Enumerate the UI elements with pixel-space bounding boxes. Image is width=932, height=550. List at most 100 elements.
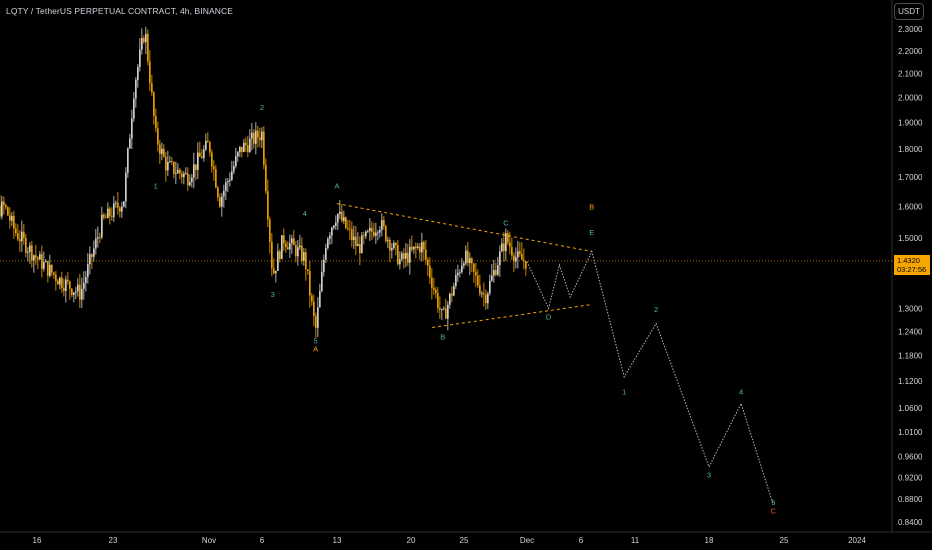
candle-body	[187, 173, 189, 186]
candle-body	[415, 246, 417, 248]
candle-body	[301, 245, 303, 261]
candle-body	[87, 264, 89, 278]
candle-body	[405, 252, 407, 259]
candle-body	[189, 182, 191, 186]
candle-body	[525, 261, 527, 269]
candle-body	[33, 255, 35, 261]
candle-body	[459, 272, 461, 273]
candle-body	[7, 207, 9, 216]
candle-body	[229, 179, 231, 182]
wave-label: 5	[771, 498, 775, 507]
candle-body	[259, 137, 261, 141]
candle-body	[285, 243, 287, 248]
candle-body	[337, 214, 339, 223]
current-price-tag: 1.4320 03:27:56	[894, 255, 930, 275]
candle-body	[131, 118, 133, 139]
candle-body	[335, 222, 337, 226]
candle-body	[481, 293, 483, 295]
candle-body	[167, 162, 169, 171]
price-axis-tick: 1.2400	[898, 327, 923, 336]
time-axis-tick: 18	[705, 536, 714, 545]
candle-body	[327, 238, 329, 248]
candle-body	[17, 233, 19, 240]
candle-body	[127, 148, 129, 173]
candle-body	[95, 238, 97, 249]
candle-body	[69, 281, 71, 289]
candle-body	[267, 191, 269, 220]
price-axis-tick: 2.0000	[898, 93, 923, 102]
time-axis-tick: 13	[333, 536, 342, 545]
candle-body	[143, 38, 145, 43]
wave-label: A	[313, 345, 318, 354]
candle-body	[403, 253, 405, 259]
candle-body	[307, 269, 309, 272]
candle-body	[171, 161, 173, 163]
candle-body	[195, 164, 197, 170]
candle-body	[183, 173, 185, 178]
candle-body	[417, 246, 419, 248]
price-axis-tick: 1.5000	[898, 234, 923, 243]
candle-body	[81, 288, 83, 300]
candle-body	[237, 152, 239, 157]
candle-body	[453, 286, 455, 296]
price-axis-tick: 0.9600	[898, 453, 923, 462]
time-axis-tick: 6	[260, 536, 265, 545]
candle-body	[367, 231, 369, 232]
candle-body	[57, 280, 59, 285]
candle-body	[461, 265, 463, 273]
candle-body	[161, 148, 163, 154]
currency-button[interactable]: USDT	[894, 3, 924, 20]
candle-body	[245, 142, 247, 146]
wave-label: B	[440, 332, 445, 341]
candle-body	[351, 229, 353, 241]
time-axis-tick: 25	[780, 536, 789, 545]
candle-body	[107, 208, 109, 218]
candle-body	[39, 254, 41, 260]
candle-body	[485, 294, 487, 304]
candle-body	[513, 255, 515, 262]
candle-body	[129, 138, 131, 149]
wave-label: A	[334, 182, 339, 191]
candle-body	[503, 243, 505, 252]
candle-body	[497, 265, 499, 275]
wave-label: 2	[260, 103, 264, 112]
candle-body	[239, 146, 241, 153]
candle-body	[309, 271, 311, 296]
time-axis-tick: 20	[407, 536, 416, 545]
candle-body	[469, 258, 471, 263]
candle-body	[407, 252, 409, 263]
candle-body	[339, 211, 341, 215]
candle-body	[21, 231, 23, 242]
candle-body	[283, 235, 285, 244]
candle-body	[151, 83, 153, 93]
candle-body	[465, 250, 467, 264]
wave-label: C	[503, 218, 509, 227]
candle-body	[451, 293, 453, 296]
candle-body	[329, 235, 331, 239]
candle-body	[509, 242, 511, 247]
candle-body	[213, 166, 215, 170]
candle-body	[173, 161, 175, 174]
candle-body	[389, 239, 391, 251]
wave-label: 5	[313, 336, 317, 345]
candle-body	[109, 208, 111, 217]
candle-body	[149, 61, 151, 84]
candle-body	[3, 201, 5, 206]
time-axis-tick: Nov	[202, 536, 216, 545]
candle-body	[247, 145, 249, 152]
wave-label: B	[589, 203, 594, 212]
candle-body	[331, 227, 333, 236]
price-axis-tick: 1.0600	[898, 404, 923, 413]
candle-body	[91, 254, 93, 257]
candle-body	[277, 251, 279, 271]
projection-path	[526, 249, 774, 505]
price-axis-tick: 1.0100	[898, 428, 923, 437]
candle-body	[219, 197, 221, 207]
candle-body	[51, 264, 53, 273]
candle-body	[353, 236, 355, 241]
candle-body	[363, 235, 365, 237]
candle-body	[25, 237, 27, 253]
candle-body	[397, 245, 399, 265]
candle-body	[113, 203, 115, 218]
